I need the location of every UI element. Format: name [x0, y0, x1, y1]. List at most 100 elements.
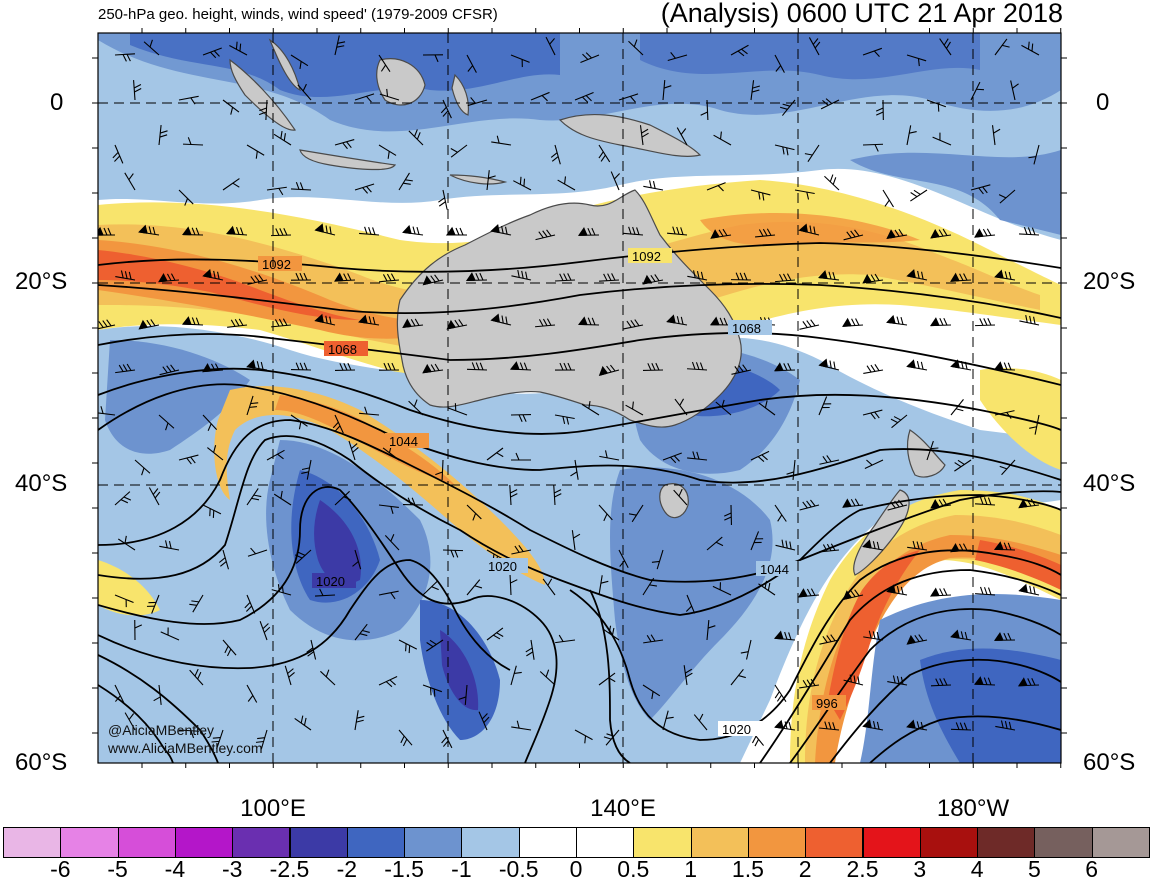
wind-barb [643, 634, 664, 644]
wind-barb [598, 144, 611, 163]
wind-barb [442, 549, 464, 558]
colorbar-label: -4 [164, 856, 186, 882]
wind-barb [577, 316, 600, 326]
wind-barb [710, 228, 732, 239]
wind-barb [581, 401, 600, 416]
new-zealand-south [853, 489, 910, 576]
colorbar-box [174, 827, 234, 858]
analysis-time: (Analysis) 0600 UTC 21 Apr 2018 [660, 0, 1063, 28]
colorbar-label: 3 [913, 856, 927, 882]
lon-label: 100°E [240, 795, 306, 822]
wind-barb [906, 268, 928, 281]
colorbar-box [289, 827, 348, 858]
wind-barb [273, 490, 292, 506]
wind-barb [1018, 227, 1040, 236]
wind-barb [246, 395, 259, 416]
wind-barb [666, 314, 688, 326]
wind-barb [580, 52, 600, 63]
lat-label-left: 40°S [15, 470, 68, 497]
wind-barb [114, 594, 134, 608]
wind-barb [676, 127, 688, 146]
wind-barb [786, 459, 796, 480]
wind-barb [731, 364, 752, 375]
malay-peninsula [268, 38, 301, 92]
wind-barb [862, 273, 884, 284]
colorbar-box [518, 827, 577, 858]
wind-barb [259, 621, 271, 641]
wind-barb [178, 454, 199, 465]
wind-barb [643, 180, 664, 191]
lat-label-left: 20°S [15, 268, 68, 295]
wind-barb [662, 452, 682, 464]
wind-barb [1010, 80, 1019, 101]
lon-label: 140°E [590, 795, 656, 822]
wind-barb [794, 189, 815, 200]
wind-barb [124, 712, 136, 731]
wind-barb [774, 144, 795, 156]
wind-barb [950, 272, 972, 282]
colorbar-label: 1 [684, 856, 697, 882]
wind-barb [843, 229, 864, 241]
height-contours [98, 242, 1061, 763]
wind-barb [730, 668, 746, 686]
wind-barb [555, 634, 576, 644]
wind-barb [450, 144, 468, 158]
wind-barb [117, 535, 136, 551]
wind-barb [466, 54, 477, 73]
colorbar-label: -1 [451, 856, 472, 882]
wind-barb [490, 313, 512, 326]
wind-barb [134, 459, 151, 476]
wind-barb [886, 228, 908, 240]
wind-barb [354, 623, 370, 641]
wind-barb [314, 223, 336, 236]
wind-barb [509, 361, 532, 371]
wind-barb [466, 579, 483, 596]
wind-barb [525, 639, 535, 660]
colorbar-label: 0.5 [617, 856, 650, 882]
contour-low-c [569, 549, 1061, 741]
wind-barb [1029, 414, 1040, 435]
lat-label-right: 0 [1096, 89, 1110, 116]
wind-barb [379, 273, 400, 283]
wind-barb [906, 125, 917, 146]
wind-barb [554, 362, 576, 371]
wind-barb [422, 54, 444, 63]
wind-barb [882, 189, 894, 208]
wind-barb [818, 358, 840, 371]
wind-barb [639, 125, 649, 146]
wind-barb [954, 459, 972, 472]
wind-barb [379, 88, 400, 101]
wind-barb [202, 47, 222, 59]
colorbar-box [805, 827, 864, 858]
wind-barb [610, 171, 621, 191]
wind-barb [929, 587, 952, 597]
wind-barb [359, 406, 380, 416]
wind-barb [509, 485, 518, 506]
wind-barb [994, 38, 1010, 56]
axis-ticks [92, 28, 1067, 768]
wind-barb [553, 485, 562, 506]
wind-barb [687, 451, 708, 461]
wind-barb [683, 665, 693, 686]
wind-barb [146, 594, 160, 614]
wind-barb [270, 227, 292, 237]
wind-barb [352, 549, 362, 570]
sumatra [229, 58, 296, 131]
wind-barb [950, 359, 972, 371]
contour-low-f [789, 608, 1061, 763]
wind-barb [266, 186, 287, 196]
wind-barb [863, 630, 884, 641]
wind-barb [158, 414, 175, 431]
wind-barb [247, 547, 268, 557]
wind-barb [999, 459, 1016, 476]
contour-996 [98, 559, 511, 671]
wind-barb [623, 226, 644, 236]
wind-barb [862, 539, 884, 551]
wind-barb [818, 396, 832, 416]
lat-label-right: 60°S [1083, 749, 1136, 776]
wind-barb [466, 362, 488, 371]
wind-barb [273, 130, 292, 146]
wind-barb [862, 47, 883, 57]
wind-barb [348, 440, 359, 461]
wind-barb [864, 459, 884, 469]
